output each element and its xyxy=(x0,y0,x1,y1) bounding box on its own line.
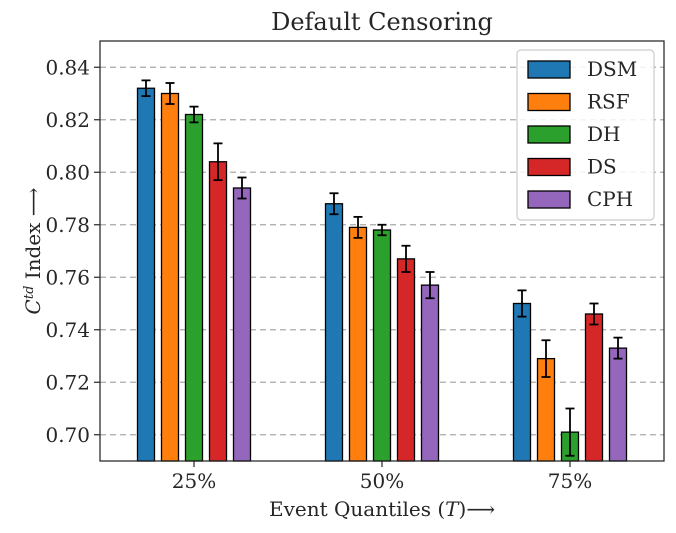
error-bar xyxy=(141,79,151,98)
error-bar xyxy=(541,339,551,378)
bar-cph xyxy=(232,187,252,462)
legend: DSM RSF DH DS CPH xyxy=(516,49,655,221)
error-bar xyxy=(189,105,199,124)
x-tick-label: 50% xyxy=(360,469,404,493)
legend-item-cph: CPH xyxy=(527,187,633,211)
legend-item-rsf: RSF xyxy=(527,90,630,114)
y-axis-label-tail: Index ⟶ xyxy=(21,188,45,286)
bar-cph xyxy=(420,284,440,462)
legend-label: DS xyxy=(587,155,617,179)
error-bar xyxy=(377,223,387,237)
legend-label: DH xyxy=(587,122,620,146)
legend-item-dh: DH xyxy=(527,122,620,146)
bar-ds xyxy=(396,258,416,462)
bar-ds xyxy=(208,161,228,462)
error-bar xyxy=(589,302,599,326)
y-axis-label-symbol: C xyxy=(21,299,45,314)
error-bar xyxy=(329,192,339,216)
bar-dsm xyxy=(136,87,156,462)
legend-swatch xyxy=(527,60,571,79)
bar-rsf xyxy=(160,92,180,462)
legend-item-dsm: DSM xyxy=(527,57,637,81)
bar-dsm xyxy=(324,203,344,462)
error-bar xyxy=(565,407,575,457)
legend-swatch xyxy=(527,125,571,144)
error-bar xyxy=(517,289,527,318)
y-tick-label: 0.84 xyxy=(45,55,90,79)
error-bar xyxy=(613,336,623,360)
y-tick-label: 0.76 xyxy=(45,265,90,289)
y-tick-label: 0.74 xyxy=(45,318,90,342)
x-axis-label-text: Event Quantiles ( xyxy=(269,497,445,521)
error-bar xyxy=(165,82,175,105)
y-axis-label-superscript: td xyxy=(22,286,37,300)
x-tick-label: 75% xyxy=(548,469,592,493)
error-bars-layer xyxy=(141,79,623,457)
y-tick-label: 0.72 xyxy=(45,370,90,394)
legend-item-ds: DS xyxy=(527,155,617,179)
error-bar xyxy=(401,244,411,273)
legend-label: CPH xyxy=(587,187,633,211)
x-tick-label: 25% xyxy=(172,469,216,493)
bar-dh xyxy=(372,229,392,462)
bar-rsf xyxy=(348,226,368,462)
bar-ds xyxy=(584,313,604,462)
bar-cph xyxy=(608,347,628,462)
error-bar xyxy=(425,271,435,300)
error-bar xyxy=(353,215,363,239)
x-axis-label: Event Quantiles (T)⟶ xyxy=(269,497,495,521)
legend-swatch xyxy=(527,92,571,112)
y-tick-label: 0.82 xyxy=(45,108,90,132)
y-tick-label: 0.80 xyxy=(45,160,90,184)
y-tick-label: 0.78 xyxy=(45,213,90,237)
legend-box xyxy=(516,49,655,221)
bar-dsm xyxy=(512,302,532,462)
x-axis-label-variable: T xyxy=(445,497,460,521)
x-axis-ticks: 25% 50% 75% xyxy=(172,461,592,493)
legend-swatch xyxy=(527,190,571,209)
bar-dh xyxy=(184,113,204,462)
x-axis-label-tail: )⟶ xyxy=(459,497,495,521)
legend-label: RSF xyxy=(587,90,630,114)
error-bar xyxy=(213,142,223,182)
error-bar xyxy=(237,176,247,200)
legend-swatch xyxy=(527,157,571,177)
y-tick-label: 0.70 xyxy=(45,423,90,447)
chart-title: Default Censoring xyxy=(271,8,493,36)
legend-label: DSM xyxy=(587,57,637,81)
y-axis-label: Ctd Index ⟶ xyxy=(21,188,45,315)
y-axis-ticks: 0.70 0.72 0.74 0.76 0.78 0.80 0.82 0.84 xyxy=(45,55,100,447)
